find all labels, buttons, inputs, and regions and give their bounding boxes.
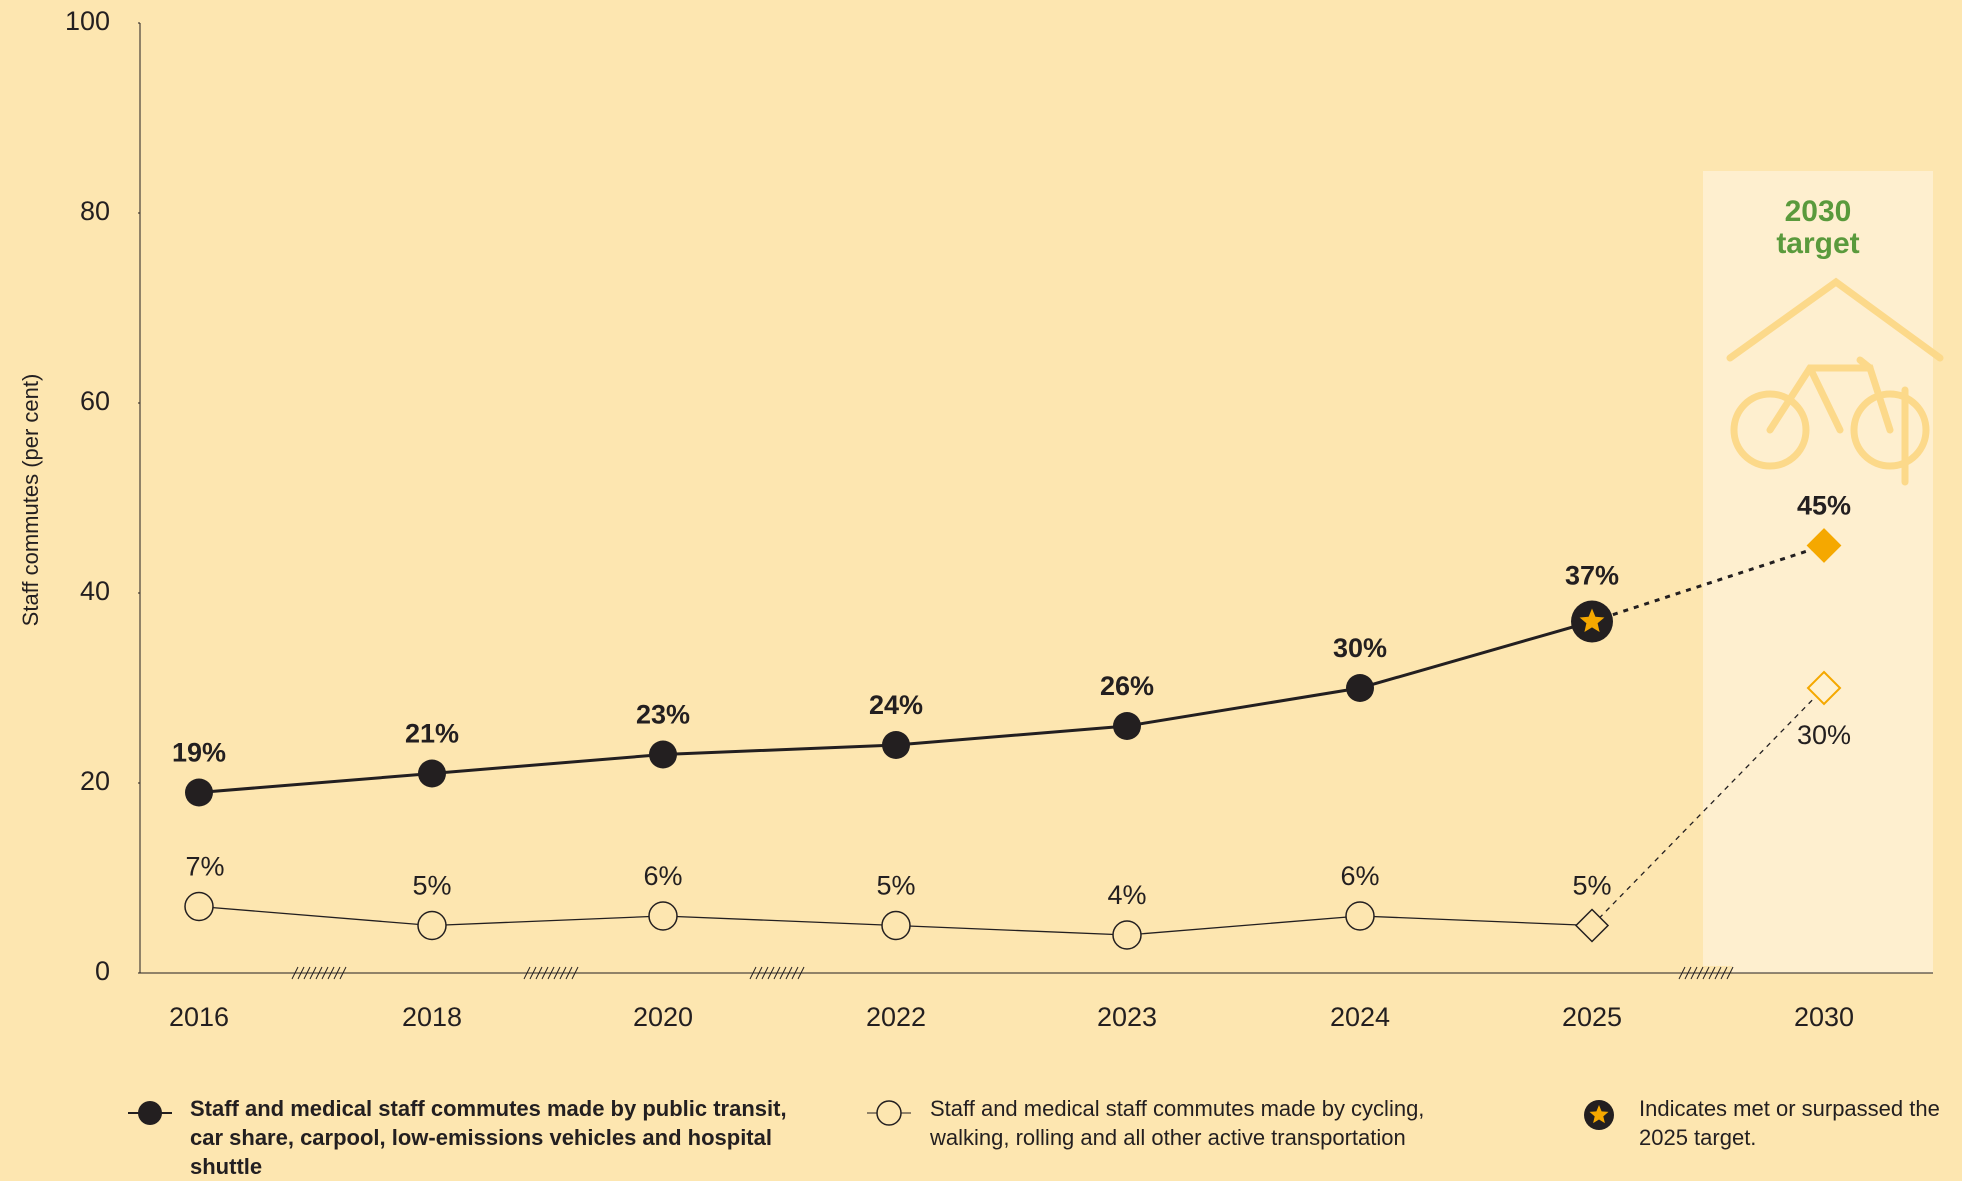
x-tick-label: 2023	[1097, 1002, 1157, 1032]
x-tick-label: 2018	[402, 1002, 462, 1032]
marker	[1346, 674, 1374, 702]
legend-icon	[128, 1101, 172, 1125]
bike-icon	[1726, 277, 1944, 486]
data-label: 5%	[1572, 871, 1611, 901]
data-label: 45%	[1797, 491, 1851, 521]
data-label: 6%	[1340, 861, 1379, 891]
data-label: 30%	[1797, 720, 1851, 750]
legend-label: Indicates met or surpassed the 2025 targ…	[1639, 1096, 1940, 1150]
marker	[648, 901, 678, 931]
marker	[1113, 712, 1141, 740]
data-label: 7%	[185, 852, 224, 882]
target-line	[1591, 544, 1825, 623]
y-tick-label: 100	[65, 6, 110, 36]
legend-label: Staff and medical staff commutes made by…	[190, 1096, 787, 1179]
target-marker	[1806, 670, 1842, 706]
marker	[184, 891, 214, 922]
data-label: 24%	[869, 690, 923, 720]
data-label: 5%	[412, 871, 451, 901]
legend-label: Staff and medical staff commutes made by…	[930, 1096, 1425, 1150]
y-axis-label: Staff commutes (per cent)	[18, 374, 43, 627]
data-label: 19%	[172, 738, 226, 768]
y-tick-label: 40	[80, 576, 110, 606]
marker	[185, 778, 213, 807]
x-tick-label: 2024	[1330, 1002, 1390, 1032]
x-tick-label: 2025	[1562, 1002, 1622, 1032]
marker	[417, 910, 447, 941]
target-annotation: 2030 target	[1776, 195, 1860, 260]
y-tick-label: 20	[80, 766, 110, 796]
data-label: 6%	[643, 861, 682, 891]
data-label: 5%	[876, 871, 915, 901]
data-label: 23%	[636, 700, 690, 730]
data-label: 26%	[1100, 671, 1154, 701]
marker	[649, 740, 677, 769]
y-tick-label: 0	[95, 956, 110, 986]
data-label: 4%	[1107, 880, 1146, 910]
target-met-star	[1579, 608, 1605, 632]
y-tick-label: 80	[80, 196, 110, 226]
marker	[1112, 920, 1142, 950]
legend-icon	[867, 1100, 911, 1126]
data-label: 21%	[405, 719, 459, 749]
data-label: 30%	[1333, 633, 1387, 663]
x-tick-label: 2030	[1794, 1002, 1854, 1032]
target-marker	[1806, 528, 1842, 563]
x-tick-label: 2016	[169, 1002, 229, 1032]
y-tick-label: 60	[80, 386, 110, 416]
data-label: 37%	[1565, 561, 1619, 591]
chart: Staff commutes (per cent) 0 20 40 60 80 100 20…	[18, 6, 1944, 1032]
marker	[1574, 908, 1610, 943]
marker	[1345, 901, 1375, 931]
marker	[418, 759, 446, 788]
legend-icon	[1584, 1100, 1614, 1130]
marker	[882, 731, 910, 759]
x-tick-label: 2022	[866, 1002, 926, 1032]
marker	[881, 910, 911, 941]
x-tick-label: 2020	[633, 1002, 693, 1032]
